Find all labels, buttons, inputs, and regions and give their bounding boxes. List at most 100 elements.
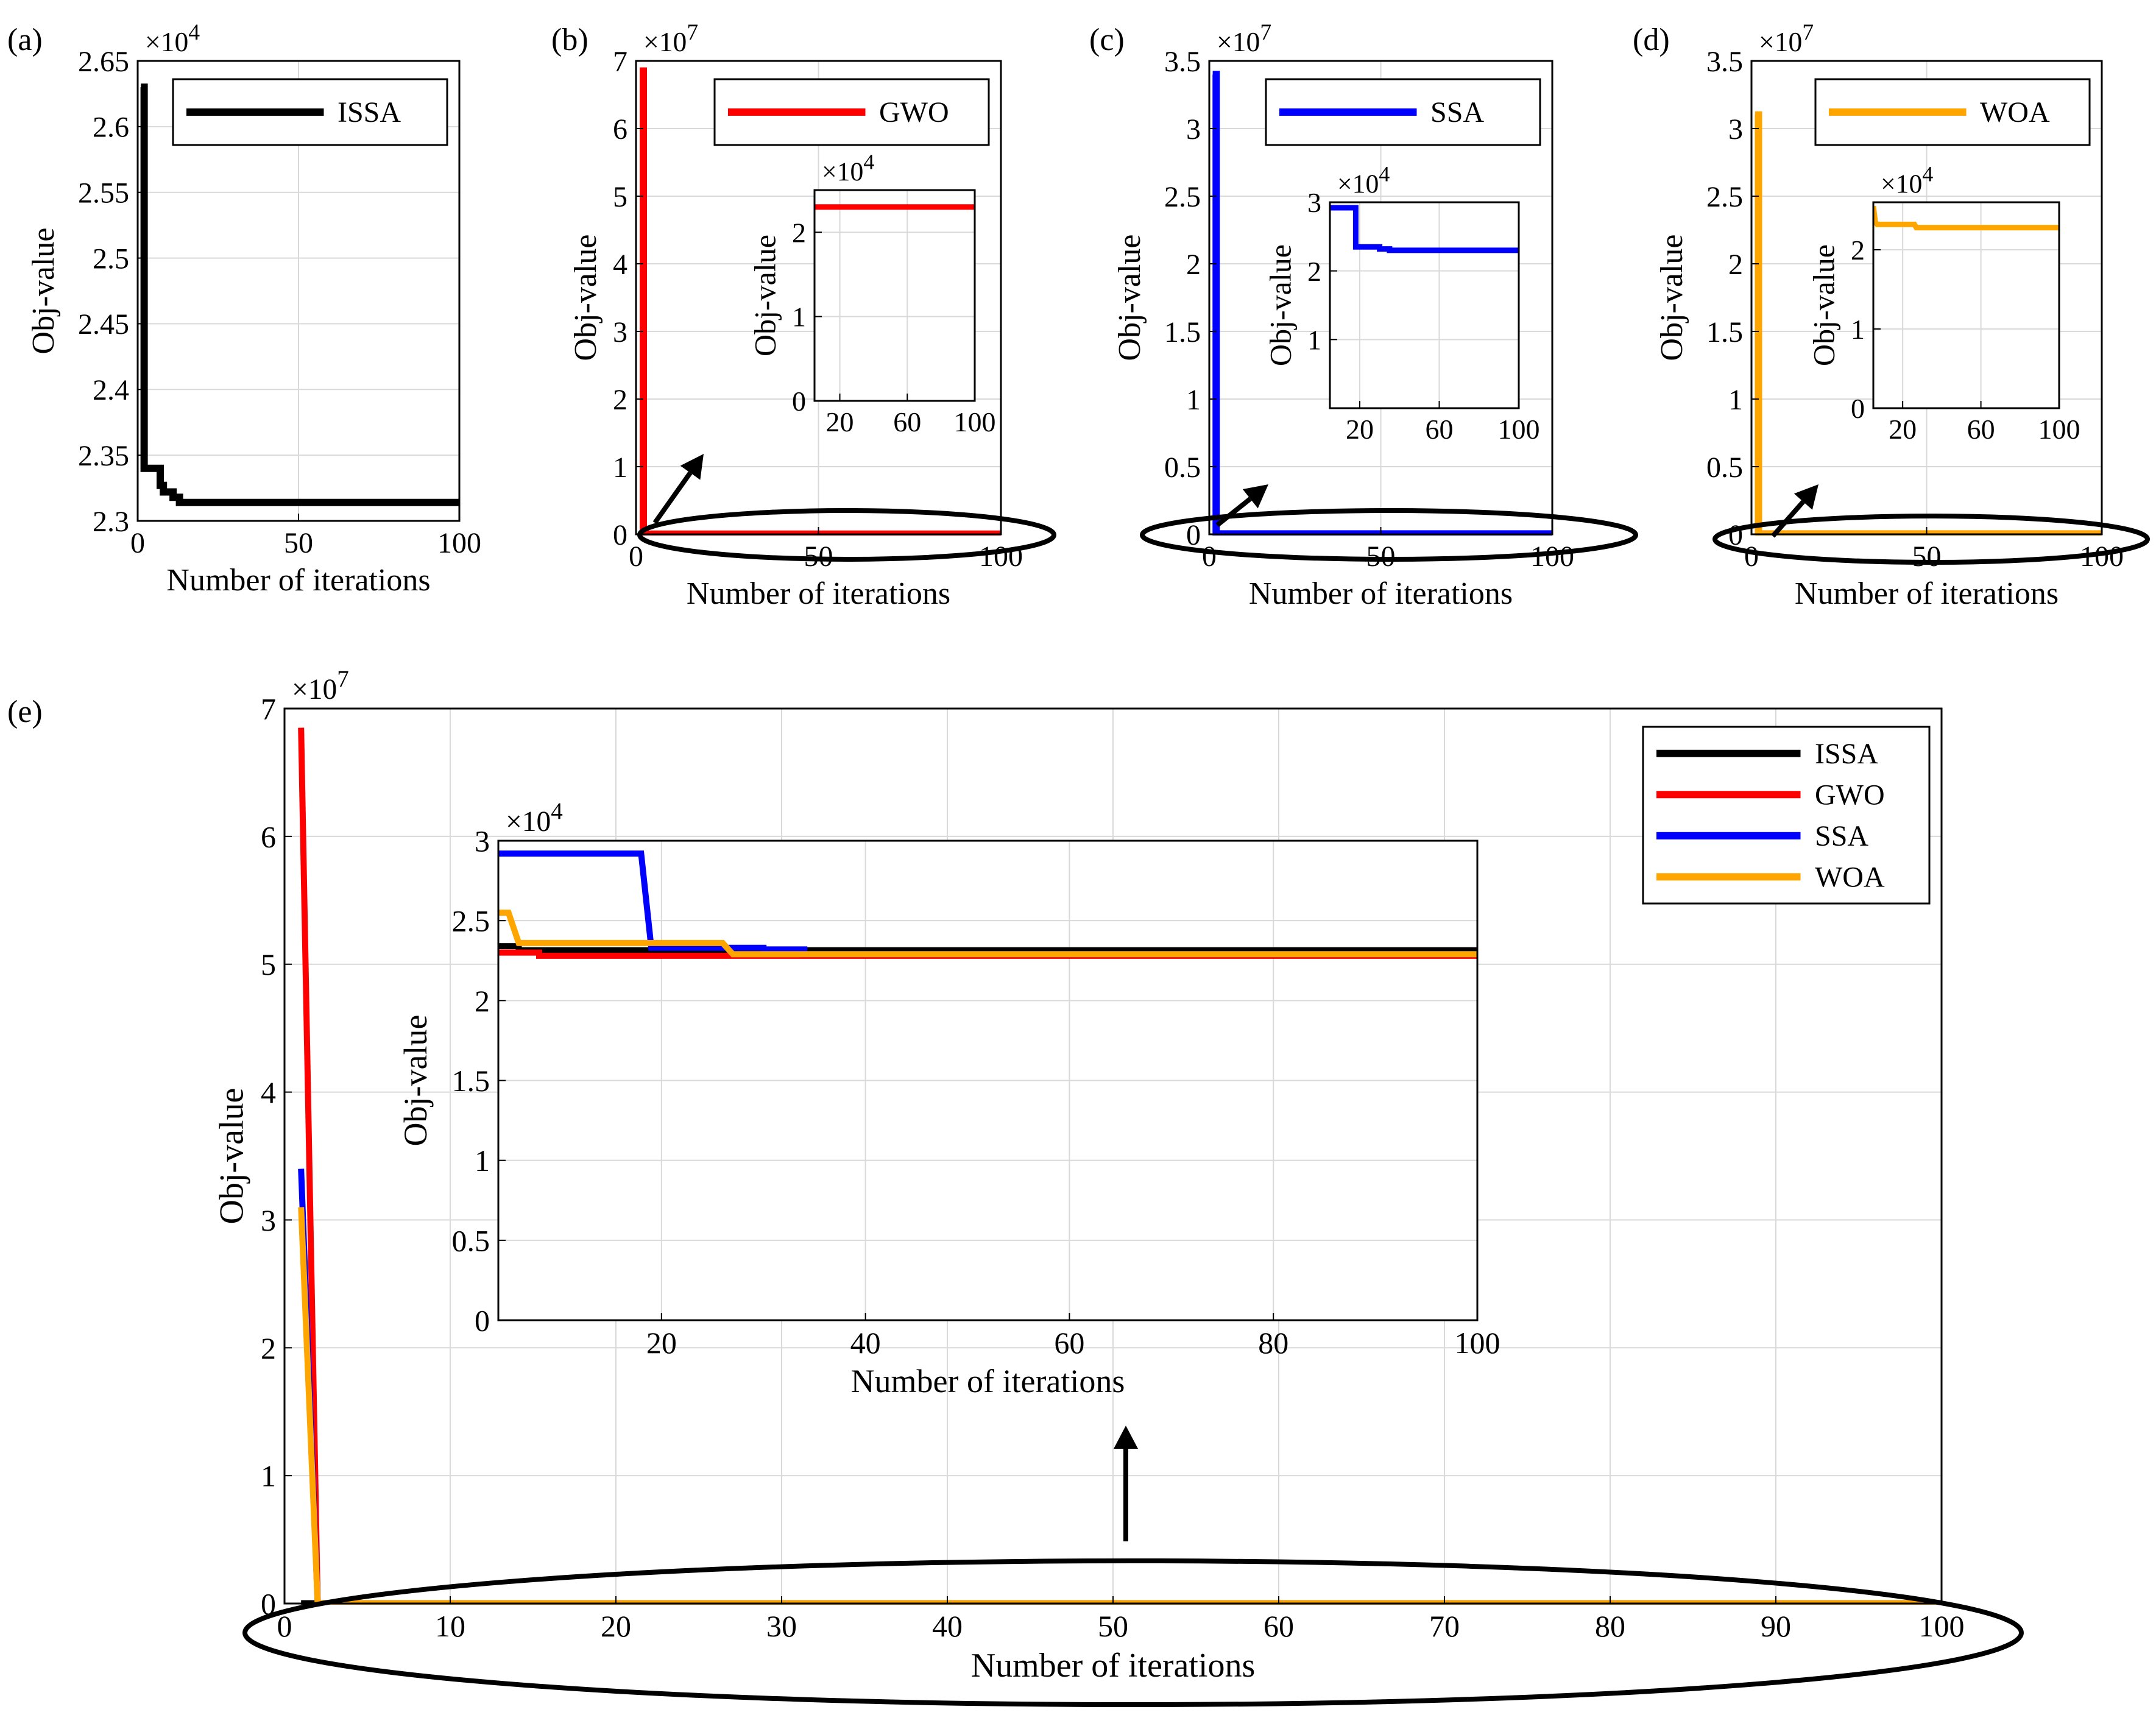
- panel-a-y-tick-label: 2.6: [93, 111, 129, 144]
- panel-c-x-tick-label: 0: [1202, 540, 1217, 573]
- panel-b-inset-x-tick-label: 100: [954, 406, 996, 437]
- panel-e-inset-x-tick-label: 20: [646, 1326, 677, 1360]
- panel-d-y-tick-label: 3.5: [1706, 46, 1743, 78]
- panel-e-y-tick-label: 7: [261, 692, 276, 726]
- panel-a-y-tick-label: 2.55: [78, 177, 129, 210]
- panel-e-x-tick-label: 30: [766, 1609, 797, 1643]
- panel-a-legend-label-issa: ISSA: [338, 96, 401, 129]
- panel-c-y-tick-label: 0: [1186, 519, 1201, 551]
- panel-e-inset-x-tick-label: 60: [1054, 1326, 1084, 1360]
- panel-c-zoom-arrow-head: [1242, 484, 1268, 509]
- panel-c-inset-x-tick-label: 100: [1498, 414, 1540, 445]
- panel-a-x-tick-label: 0: [130, 527, 145, 559]
- panel-b-label: (b): [551, 23, 588, 57]
- panel-d-inset-series-woa-line: [1873, 205, 2059, 231]
- panel-e: 0 10 20 30 40 50 60 70 80 90 10001234567×107Number…: [7, 666, 2024, 1707]
- panel-d-inset-y-tick-label: 1: [1851, 314, 1865, 345]
- panel-b-x-tick-label: 0: [629, 540, 643, 573]
- panel-b-y-tick-label: 7: [613, 46, 627, 78]
- panel-e-x-tick-label: 20: [601, 1609, 631, 1643]
- panel-d-inset-plot-area: [1873, 202, 2059, 408]
- panel-e-zoom-ellipse: [242, 1558, 2024, 1707]
- panel-c-inset-y-tick-label: 3: [1307, 187, 1321, 218]
- panel-d-y-tick-label: 2: [1728, 249, 1743, 281]
- panel-d-y-tick-label: 1: [1728, 384, 1743, 416]
- panel-b-inset-x-tick-label: 60: [893, 406, 921, 437]
- panel-d-y-axis-label: Obj-value: [1655, 235, 1689, 361]
- panel-e-x-tick-label: 50: [1098, 1609, 1128, 1643]
- panel-e-x-tick-label: 60: [1264, 1609, 1294, 1643]
- panel-e-zoom-arrow-head: [1114, 1426, 1138, 1449]
- panel-e-inset-x-tick-label: 100: [1455, 1326, 1500, 1360]
- panel-a-label: (a): [7, 23, 43, 57]
- panel-e-y-tick-label: 6: [261, 819, 276, 854]
- panel-d-y-tick-label: 1.5: [1706, 316, 1743, 348]
- panel-b-legend: GWO: [713, 78, 990, 146]
- panel-e-x-tick-label: 40: [932, 1609, 963, 1643]
- panel-d-x-tick-label: 50: [1912, 540, 1942, 573]
- panel-c-legend-label-ssa: SSA: [1430, 96, 1484, 129]
- panel-c-y-tick-label: 2: [1186, 249, 1201, 281]
- panel-b-inset-y-tick-label: 0: [792, 386, 806, 417]
- panel-e-legend-label-issa: ISSA: [1815, 738, 1878, 770]
- panel-d-legend: WOA: [1814, 78, 2091, 146]
- panel-a-y-tick-label: 2.5: [93, 242, 129, 275]
- panel-a-series-issa-line: [140, 83, 459, 506]
- panel-b-exponent-label: ×107: [643, 20, 698, 57]
- panel-b-y-tick-label: 5: [613, 181, 627, 213]
- panel-a-x-tick-label: 50: [284, 527, 313, 559]
- panel-c-inset-y-tick-label: 1: [1307, 324, 1321, 355]
- panel-c-inset-axes-frame: [1329, 201, 1520, 409]
- panel-e-x-tick-label: 100: [1919, 1609, 1965, 1643]
- panel-c-zoom-ellipse: [1140, 508, 1638, 562]
- panel-a-y-tick-label: 2.4: [93, 374, 129, 406]
- panel-b-inset-axes-frame: [813, 189, 976, 402]
- panel-d-zoom-ellipse: [1712, 514, 2150, 565]
- panel-e-inset-series-woa-line: [498, 910, 1477, 958]
- panel-e-inset-series-issa-line: [498, 943, 1477, 953]
- panel-b-zoom-arrow-head: [680, 454, 704, 480]
- panel-a-exponent-label: ×104: [145, 20, 200, 57]
- panel-d-zoom-arrow-head: [1794, 484, 1818, 510]
- panel-e-y-tick-label: 3: [261, 1203, 276, 1237]
- panel-d-inset-y-tick-label: 2: [1851, 235, 1865, 266]
- panel-e-x-tick-label: 10: [435, 1609, 465, 1643]
- panel-c-x-axis-label: Number of iterations: [1249, 576, 1513, 611]
- panel-b-inset-x-tick-label: 20: [826, 406, 854, 437]
- panel-b-inset-y-tick-label: 1: [792, 302, 806, 333]
- panel-e-y-tick-label: 1: [261, 1459, 276, 1493]
- panel-d-x-tick-label: 0: [1744, 540, 1759, 573]
- panel-d-zoom-arrow-shaft: [1771, 500, 1805, 538]
- panel-a-x-axis-label: Number of iterations: [166, 563, 430, 598]
- panel-b-legend-label-gwo: GWO: [879, 96, 949, 129]
- panel-a-y-tick-label: 2.3: [93, 506, 129, 538]
- panel-d-inset-x-tick-label: 100: [2038, 414, 2080, 445]
- panel-b-inset-y-tick-label: 2: [792, 217, 806, 248]
- panel-c-y-tick-label: 3.5: [1164, 46, 1201, 78]
- panel-c-label: (c): [1089, 23, 1125, 57]
- panel-a-y-axis-label: Obj-value: [26, 228, 61, 355]
- panel-c-y-tick-label: 1.5: [1164, 316, 1201, 348]
- panel-d-inset-x-tick-label: 60: [1967, 414, 1995, 445]
- panel-d-legend-label-woa: WOA: [1980, 96, 2050, 129]
- panel-b-inset-plot-area: [815, 190, 975, 401]
- panel-c-inset-x-tick-label: 20: [1346, 414, 1374, 445]
- panel-a: 0 50 100 2.3 2.35 2.4 2.45 2.5 2.55 2.6 2.65 ×104 Nu…: [7, 20, 481, 598]
- panel-a-legend: ISSA: [172, 78, 448, 146]
- panel-a-y-tick-label: 2.45: [78, 308, 129, 341]
- panel-e-inset-y-axis-label: Obj-value: [397, 1015, 434, 1147]
- panel-a-y-tick-label: 2.35: [78, 440, 129, 472]
- panel-e-inset-y-tick-label: 1: [475, 1144, 490, 1178]
- panel-e-inset-y-tick-label: 0.5: [452, 1223, 490, 1257]
- panel-b-inset-y-axis-label: Obj-value: [748, 235, 782, 356]
- panel-e-legend-label-woa: WOA: [1815, 861, 1885, 893]
- panel-a-y-tick-label: 2.65: [78, 46, 129, 78]
- panel-a-x-tick-label: 100: [437, 527, 481, 559]
- panel-e-x-tick-label: 80: [1595, 1609, 1625, 1643]
- panel-e-inset-y-tick-label: 2: [475, 984, 490, 1018]
- panel-d-inset-axes-frame: [1872, 201, 2060, 409]
- panel-d-y-tick-label: 3: [1728, 113, 1743, 146]
- panel-c-y-tick-label: 0.5: [1164, 451, 1201, 484]
